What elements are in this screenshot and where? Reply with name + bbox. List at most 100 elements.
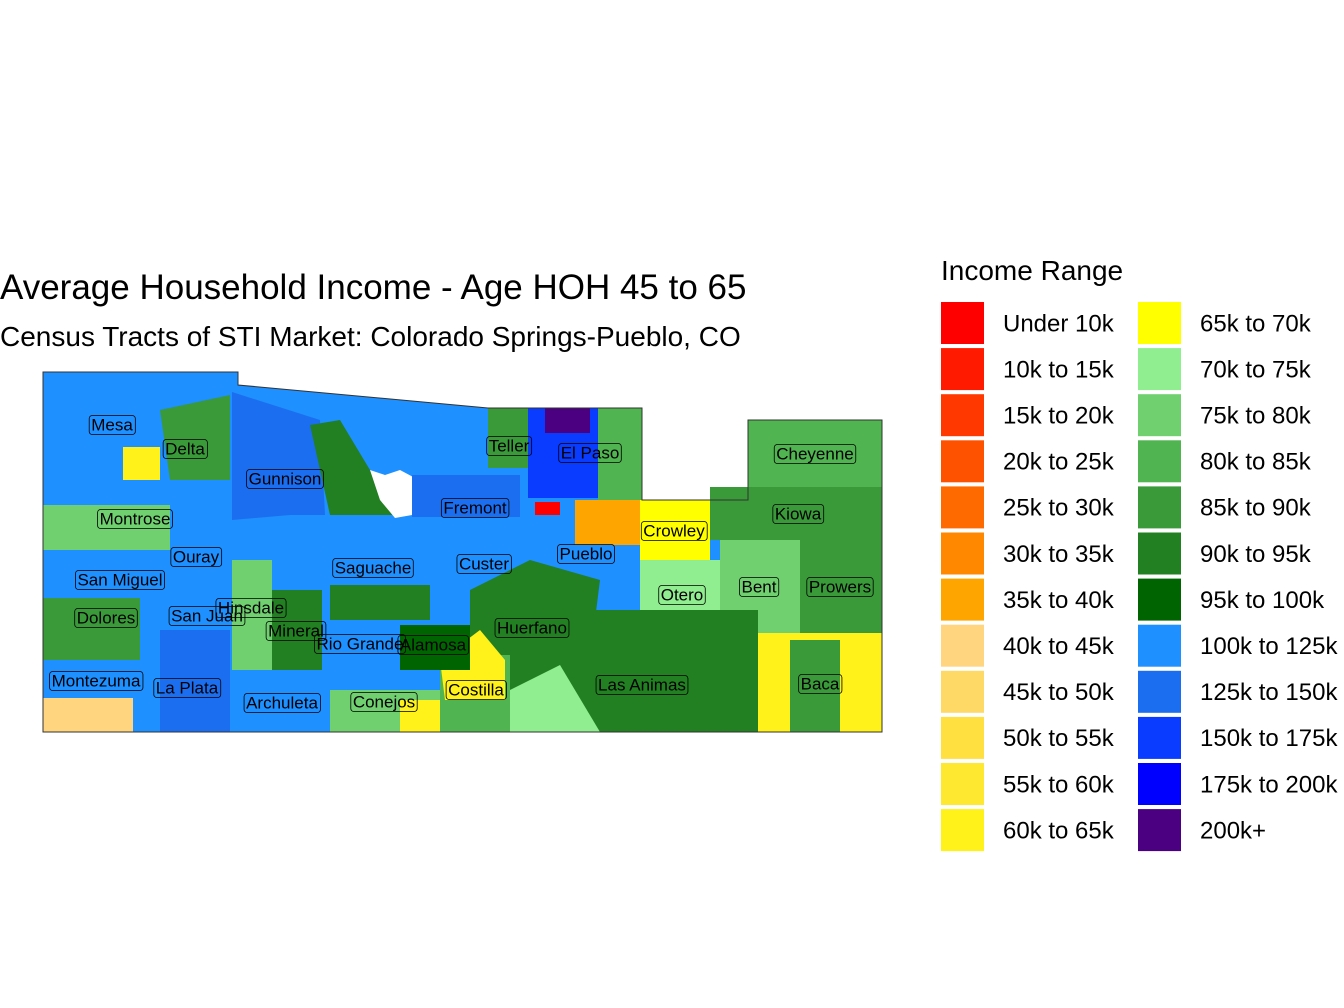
county-name: Custer xyxy=(459,554,509,573)
label-box xyxy=(739,577,780,597)
county-label: Fremont xyxy=(440,498,510,518)
legend-swatch xyxy=(1138,394,1181,437)
county-name: Hinsdale xyxy=(218,598,284,617)
region xyxy=(232,560,272,670)
county-labels: Mesa Delta Gunnison Teller El Paso Cheyenne Fr… xyxy=(49,415,874,713)
county-name: Crowley xyxy=(643,521,705,540)
region xyxy=(160,395,230,480)
label-box xyxy=(456,554,512,574)
legend-label: 65k to 70k xyxy=(1200,310,1312,337)
label-box xyxy=(772,504,825,524)
county-label: Kiowa xyxy=(772,504,825,524)
county-label: San Juan xyxy=(168,606,246,626)
label-box xyxy=(806,577,874,597)
label-box xyxy=(153,678,222,698)
label-box xyxy=(773,444,857,464)
region xyxy=(640,500,710,560)
county-label: El Paso xyxy=(558,443,622,463)
county-name: Dolores xyxy=(77,608,136,627)
county-label: Bent xyxy=(739,577,780,597)
region xyxy=(800,540,882,633)
legend-swatch xyxy=(1138,809,1181,852)
region xyxy=(330,585,430,620)
county-label: Cheyenne xyxy=(773,444,857,464)
county-name: Montezuma xyxy=(52,671,141,690)
county-name: Ouray xyxy=(173,547,220,566)
county-label: Alamosa xyxy=(397,635,470,655)
label-box xyxy=(97,509,173,529)
region xyxy=(440,630,505,700)
county-name: Fremont xyxy=(443,498,507,517)
county-label: Baca xyxy=(798,674,843,694)
label-box xyxy=(397,635,470,655)
legend-label: 80k to 85k xyxy=(1200,449,1312,476)
label-box xyxy=(486,436,533,456)
county-name: Pueblo xyxy=(560,544,613,563)
county-name: Baca xyxy=(801,674,840,693)
label-box xyxy=(658,585,706,605)
legend-label: 90k to 95k xyxy=(1200,541,1312,568)
region xyxy=(43,598,140,660)
region xyxy=(535,502,560,515)
label-box xyxy=(49,671,144,691)
county-label: Rio Grande xyxy=(314,634,406,654)
label-box xyxy=(75,570,165,590)
county-label: Prowers xyxy=(806,577,874,597)
county-label: Hinsdale xyxy=(215,598,287,618)
label-box xyxy=(88,415,136,435)
legend-label: 100k to 125k xyxy=(1200,633,1338,660)
county-name: Rio Grande xyxy=(317,634,404,653)
county-name: Huerfano xyxy=(497,618,567,637)
county-name: Otero xyxy=(661,585,704,604)
legend-label: 10k to 15k xyxy=(1003,356,1115,383)
label-box xyxy=(798,674,843,694)
region xyxy=(748,420,882,487)
county-name: Conejos xyxy=(353,692,415,711)
legend-swatch xyxy=(941,302,984,344)
region xyxy=(400,700,440,732)
county-label: Gunnison xyxy=(246,469,324,489)
county-label: Montrose xyxy=(97,509,173,529)
label-box xyxy=(640,521,708,541)
legend-label: 95k to 100k xyxy=(1200,587,1325,614)
county-label: Pueblo xyxy=(557,544,615,564)
county-name: Costilla xyxy=(448,680,504,699)
region xyxy=(43,505,170,550)
label-box xyxy=(494,618,570,638)
region xyxy=(470,560,600,660)
legend: Income Range Under 10k 10k to 15k 15k to 2… xyxy=(941,255,1338,852)
county-name: Las Animas xyxy=(598,675,686,694)
county-label: La Plata xyxy=(153,678,222,698)
legend-swatch xyxy=(941,763,984,805)
region xyxy=(545,408,590,433)
region xyxy=(488,408,528,468)
legend-swatch xyxy=(941,578,984,621)
county-label: San Miguel xyxy=(75,570,165,590)
region xyxy=(232,392,325,520)
legend-title: Income Range xyxy=(941,255,1123,286)
legend-label: 40k to 45k xyxy=(1003,633,1115,660)
label-box xyxy=(558,443,622,463)
legend-swatch xyxy=(941,809,984,852)
legend-label: 200k+ xyxy=(1200,817,1266,844)
legend-label: 85k to 90k xyxy=(1200,495,1312,522)
region xyxy=(412,475,520,517)
legend-swatch xyxy=(1138,532,1181,575)
legend-swatch xyxy=(941,716,984,759)
label-box xyxy=(595,675,689,695)
county-name: Mesa xyxy=(91,415,133,434)
label-box xyxy=(74,608,138,628)
label-box xyxy=(314,634,406,654)
county-name: Archuleta xyxy=(246,693,318,712)
legend-swatch xyxy=(1138,440,1181,483)
legend-swatch xyxy=(1138,624,1181,667)
label-box xyxy=(445,680,507,700)
legend-label: 35k to 40k xyxy=(1003,587,1115,614)
county-label: Mesa xyxy=(88,415,136,435)
label-box xyxy=(332,558,414,578)
county-name: Teller xyxy=(489,436,530,455)
legend-swatch xyxy=(1138,486,1181,529)
legend-label: 50k to 55k xyxy=(1003,725,1115,752)
county-name: Gunnison xyxy=(249,469,322,488)
county-name: Cheyenne xyxy=(776,444,854,463)
